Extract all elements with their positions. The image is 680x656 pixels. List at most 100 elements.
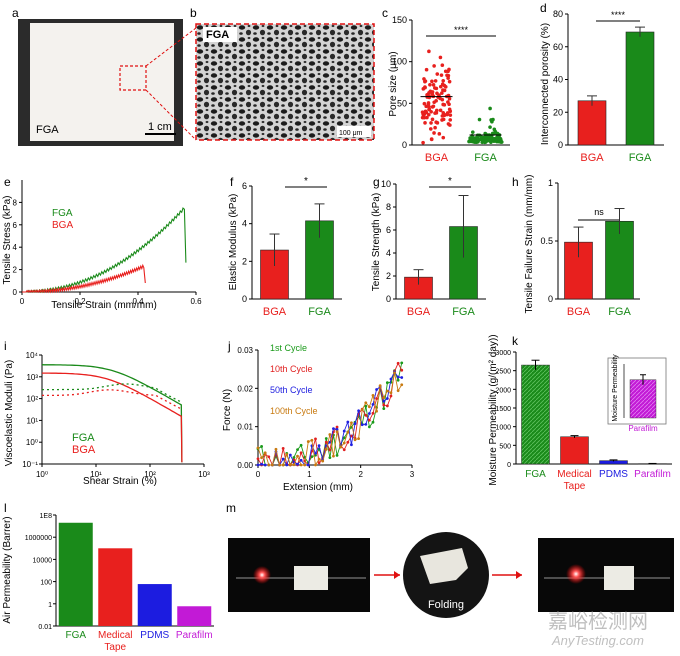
panel-i: i Viscoelastic Moduli (Pa) Shear Strain …: [4, 339, 157, 487]
sem-scale-label: 100 μm: [339, 130, 363, 137]
x-tick-label-e: 0: [20, 297, 25, 306]
y-tick-label-i: 10²: [26, 395, 38, 404]
y-tick-label-g: 4: [386, 248, 391, 258]
panel-label-k: k: [512, 334, 519, 348]
x-axis-title-j: Extension (mm): [283, 482, 353, 493]
point-c-bga: [448, 118, 453, 122]
point-c-bga: [432, 64, 436, 68]
point-c-bga: [426, 112, 431, 117]
y-axis-title-c: Pore size (μm): [388, 51, 399, 116]
folded-sample: [420, 548, 468, 584]
panel-label-a: a: [12, 6, 19, 20]
y-tick-label-d: 80: [553, 9, 563, 19]
panel-g: g Tensile Strength (kPa) *: [371, 175, 471, 291]
sem-label: FGA: [206, 29, 229, 41]
point-c-fga: [492, 127, 497, 132]
y-tick-label-l: 1: [48, 602, 52, 609]
inset-category: Parafilm: [628, 424, 658, 433]
point-c-bga: [432, 100, 436, 105]
point-c-bga: [433, 79, 438, 83]
y-axis-title-h: Tensile Failure Strain (mm/mm): [524, 175, 535, 314]
point-c-bga: [427, 49, 431, 54]
y-tick-label-k: 2500: [495, 369, 511, 376]
y-tick-label-d: 40: [553, 75, 563, 85]
y-tick-label-g: 6: [386, 225, 391, 235]
x-axis-title-i: Shear Strain (%): [83, 476, 157, 487]
panel-label-f: f: [230, 175, 234, 189]
fga-sample-folded: [604, 566, 634, 590]
point-c-fga: [467, 139, 471, 144]
panel-f: f Elastic Modulus (kPa) *: [228, 175, 327, 290]
legend-j-50: 50th Cycle: [270, 385, 313, 395]
curve-i-fga-storage: [41, 364, 183, 463]
y-tick-label-e: 2: [13, 266, 18, 275]
y-axis-title-j: Force (N): [222, 389, 233, 431]
point-c-fga: [472, 138, 477, 142]
sig-g: *: [448, 176, 452, 187]
point-c-fga: [498, 137, 502, 142]
x-tick-label-e: 0.6: [190, 297, 202, 306]
point-c-bga: [432, 131, 436, 135]
point-c-bga: [447, 79, 452, 84]
y-tick-label-k: 1500: [495, 406, 511, 413]
point-c-bga: [430, 92, 435, 97]
panel-h: h Tensile Failure Strain (mm/mm) ns: [512, 175, 620, 314]
y-axis-title-l: Air Permeability (Barrer): [2, 516, 13, 623]
point-c-bga: [448, 109, 453, 114]
x-tick-label-j: 0: [256, 470, 261, 479]
y-tick-label-l: 0.01: [38, 624, 52, 631]
point-c-bga: [447, 102, 451, 107]
sig-d: ****: [611, 10, 626, 20]
point-c-bga: [433, 86, 437, 90]
arrow-2-head: [516, 571, 522, 579]
panel-b: b FGA 100 μm: [190, 6, 375, 141]
point-c-bga: [421, 140, 425, 145]
curve-i-bga-loss: [42, 389, 182, 410]
y-tick-label-l: 100: [40, 580, 52, 587]
y-axis-title-k: Moisture Permeability (g/(m² day)): [488, 334, 499, 485]
zoom-line-bottom: [145, 89, 197, 141]
point-c-fga: [477, 117, 482, 122]
y-tick-label-f: 6: [242, 181, 247, 191]
point-c-fga: [479, 135, 484, 140]
inset-bar-parafilm: [629, 379, 657, 419]
y-tick-label-d: 20: [553, 107, 563, 117]
point-c-bga: [429, 137, 434, 142]
sig-c: ****: [454, 25, 469, 35]
y-tick-label-k: 1000: [495, 425, 511, 432]
point-c-bga: [440, 91, 444, 95]
curve-i-fga-loss: [42, 383, 182, 403]
zoom-line-top: [145, 27, 197, 67]
x-tick-label-h: BGA: [567, 306, 591, 318]
x-axis-title-e: Tensile Strain (mm/mm): [51, 300, 157, 311]
curve-e-bga: [22, 263, 146, 294]
panel-d: d Interconnected porosity (%) ****: [540, 1, 640, 145]
x-tick-label-i: 10⁰: [36, 470, 48, 479]
point-c-bga: [439, 73, 444, 77]
point-c-fga: [482, 139, 487, 143]
fga-sample-flat: [294, 566, 328, 590]
photo-a-label: FGA: [36, 124, 59, 136]
panel-label-m: m: [226, 501, 236, 515]
panel-a: a FGA 1 cm: [12, 6, 183, 146]
sem-label-bg: [203, 27, 237, 42]
x-tick-label-d: FGA: [629, 152, 652, 164]
y-axis-title-e: Tensile Stress (kPa): [2, 196, 13, 285]
point-c-bga: [431, 83, 436, 87]
fga-sheet-photo: [30, 23, 174, 141]
point-c-bga: [446, 69, 450, 74]
point-c-bga: [441, 78, 446, 83]
point-c-bga: [440, 82, 445, 87]
panel-e: e Tensile Stress (kPa) Tensile Strain (m…: [2, 175, 157, 311]
point-c-bga: [423, 85, 427, 90]
point-c-bga: [423, 79, 427, 84]
point-c-bga: [435, 121, 440, 125]
curve-j-cycle-3: [257, 371, 402, 467]
y-tick-label-i: 10⁴: [26, 351, 39, 360]
y-tick-label-f: 0: [242, 294, 247, 304]
point-c-bga: [424, 110, 429, 115]
led-glow-flat: [253, 566, 271, 584]
y-tick-label-i: 10⁻¹: [22, 460, 38, 469]
panel-label-h: h: [512, 175, 519, 189]
